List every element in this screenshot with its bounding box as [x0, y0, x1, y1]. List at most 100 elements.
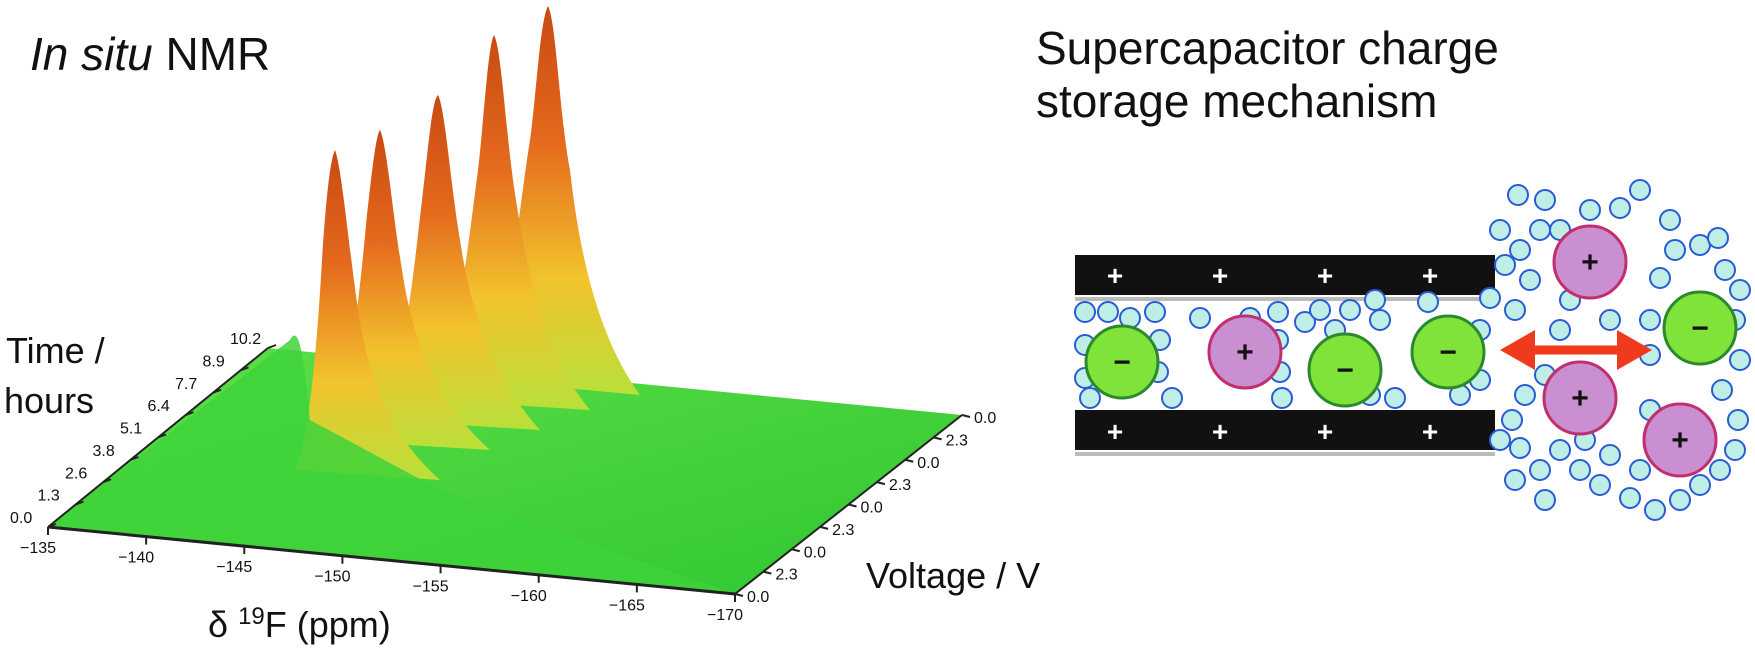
top-electrode-shadow [1075, 297, 1495, 301]
ppm-tick-label: −160 [511, 588, 547, 605]
nmr-title-italic: In situ [30, 28, 153, 80]
voltage-tick-mark [848, 503, 857, 508]
cation-charge-sign: + [1671, 424, 1689, 457]
solvent-molecule [1549, 319, 1571, 341]
time-tick-group: 0.0 1.3 2.6 3.8 5.1 6.4 7.7 8.9 10.2 [10, 331, 277, 528]
solvent-molecule [1649, 267, 1671, 289]
solvent-molecule [1074, 301, 1096, 323]
solvent-molecule [1294, 311, 1316, 333]
solvent-molecule [1599, 309, 1621, 331]
time-tick-mark [75, 500, 84, 506]
voltage-tick-mark [791, 548, 800, 553]
voltage-tick-mark [933, 436, 942, 441]
solvent-molecule [1501, 409, 1523, 431]
solvent-molecule [1097, 301, 1119, 323]
time-tick-mark [212, 388, 222, 394]
solvent-molecule [1707, 227, 1729, 249]
solvent-molecule [1479, 287, 1501, 309]
solvent-molecule [1364, 289, 1386, 311]
time-tick-mark [185, 411, 194, 417]
solvent-molecule [1494, 254, 1516, 276]
solvent-molecule [1529, 459, 1551, 481]
ppm-tick-label: −135 [20, 540, 56, 557]
time-tick-mark [157, 433, 167, 439]
time-tick-label: 8.9 [203, 353, 225, 370]
time-tick-label: 7.7 [175, 376, 197, 393]
time-tick-label: 10.2 [230, 331, 261, 348]
ppm-tick-label: −170 [707, 607, 743, 624]
solvent-molecule [1689, 474, 1711, 496]
solvent-molecule [1369, 309, 1391, 331]
solvent-molecule [1659, 209, 1681, 231]
time-tick-label: 1.3 [38, 488, 60, 505]
anion-charge-sign: − [1113, 346, 1131, 379]
voltage-tick-mark [961, 414, 971, 418]
cation-charge-sign: + [1236, 336, 1254, 369]
anion-charge-sign: − [1336, 354, 1354, 387]
solvent-molecule [1189, 307, 1211, 329]
voltage-tick-mark [876, 481, 886, 486]
cation [1207, 314, 1283, 390]
solvent-molecule [1161, 387, 1183, 409]
time-tick-label: 5.1 [120, 421, 142, 438]
solvent-molecule [1271, 387, 1293, 409]
solvent-molecule [1489, 219, 1511, 241]
anion [1307, 332, 1383, 408]
time-tick-mark [267, 344, 277, 349]
solvent-molecule [1504, 469, 1526, 491]
solvent-molecule [1711, 379, 1733, 401]
solvent-molecule [1589, 474, 1611, 496]
ion-group: − +−−++−+ [1084, 224, 1738, 478]
solvent-molecule [1639, 309, 1661, 331]
solvent-molecule [1729, 279, 1751, 301]
electrode-charge-group: + + + + + + + + [1107, 260, 1438, 447]
time-tick-label: 6.4 [148, 398, 170, 415]
solvent-molecule [1569, 459, 1591, 481]
solvent-molecule [1509, 437, 1531, 459]
voltage-tick-mark [819, 525, 829, 530]
ppm-tick-label: −145 [216, 559, 252, 576]
voltage-tick-label: 0.0 [747, 589, 769, 606]
solvent-molecule [1529, 219, 1551, 241]
solvent-molecule [1629, 459, 1651, 481]
anion [1410, 314, 1486, 390]
electrode-plus-sign: + [1212, 260, 1228, 291]
solvent-molecule [1729, 349, 1751, 371]
anion [1662, 290, 1738, 366]
solvent-molecule [1489, 429, 1511, 451]
electrode-plus-sign: + [1317, 260, 1333, 291]
cation [1642, 402, 1718, 478]
electrode-plus-sign: + [1107, 416, 1123, 447]
solvent-molecule [1144, 301, 1166, 323]
solvent-molecule [1079, 387, 1101, 409]
voltage-tick-label: 2.3 [775, 567, 797, 584]
ppm-tick-label: −150 [314, 569, 350, 586]
voltage-tick-label: 0.0 [861, 500, 883, 517]
nmr-title: In situ NMR [30, 28, 270, 81]
cation [1542, 360, 1618, 436]
time-tick-label: 0.0 [10, 510, 32, 527]
solvent-molecule [1267, 301, 1289, 323]
solvent-molecule [1309, 299, 1331, 321]
bottom-electrode [1075, 410, 1495, 450]
solvent-molecule [1669, 489, 1691, 511]
surface-front-skirt [48, 335, 735, 594]
solvent-molecule [1709, 459, 1731, 481]
ppm-axis-label-rest: F (ppm) [264, 604, 391, 645]
solvent-molecule [1534, 489, 1556, 511]
electrode-plus-sign: + [1107, 260, 1123, 291]
solvent-molecule [1619, 487, 1641, 509]
electrode-plus-sign: + [1317, 416, 1333, 447]
voltage-tick-mark [905, 458, 914, 463]
ppm-axis-line [47, 525, 736, 596]
anion [1084, 324, 1160, 400]
solvent-molecule [1339, 299, 1361, 321]
solvent-molecule [1384, 387, 1406, 409]
solvent-molecule [1644, 499, 1666, 521]
voltage-tick-label: 2.3 [832, 522, 854, 539]
ppm-tick-group: −135 −140 −145 −150 −155 −160 −165 −170 [20, 527, 743, 624]
nmr-title-rest: NMR [165, 28, 271, 80]
bottom-electrode-shadow [1075, 452, 1495, 456]
solvent-molecule [1609, 197, 1631, 219]
